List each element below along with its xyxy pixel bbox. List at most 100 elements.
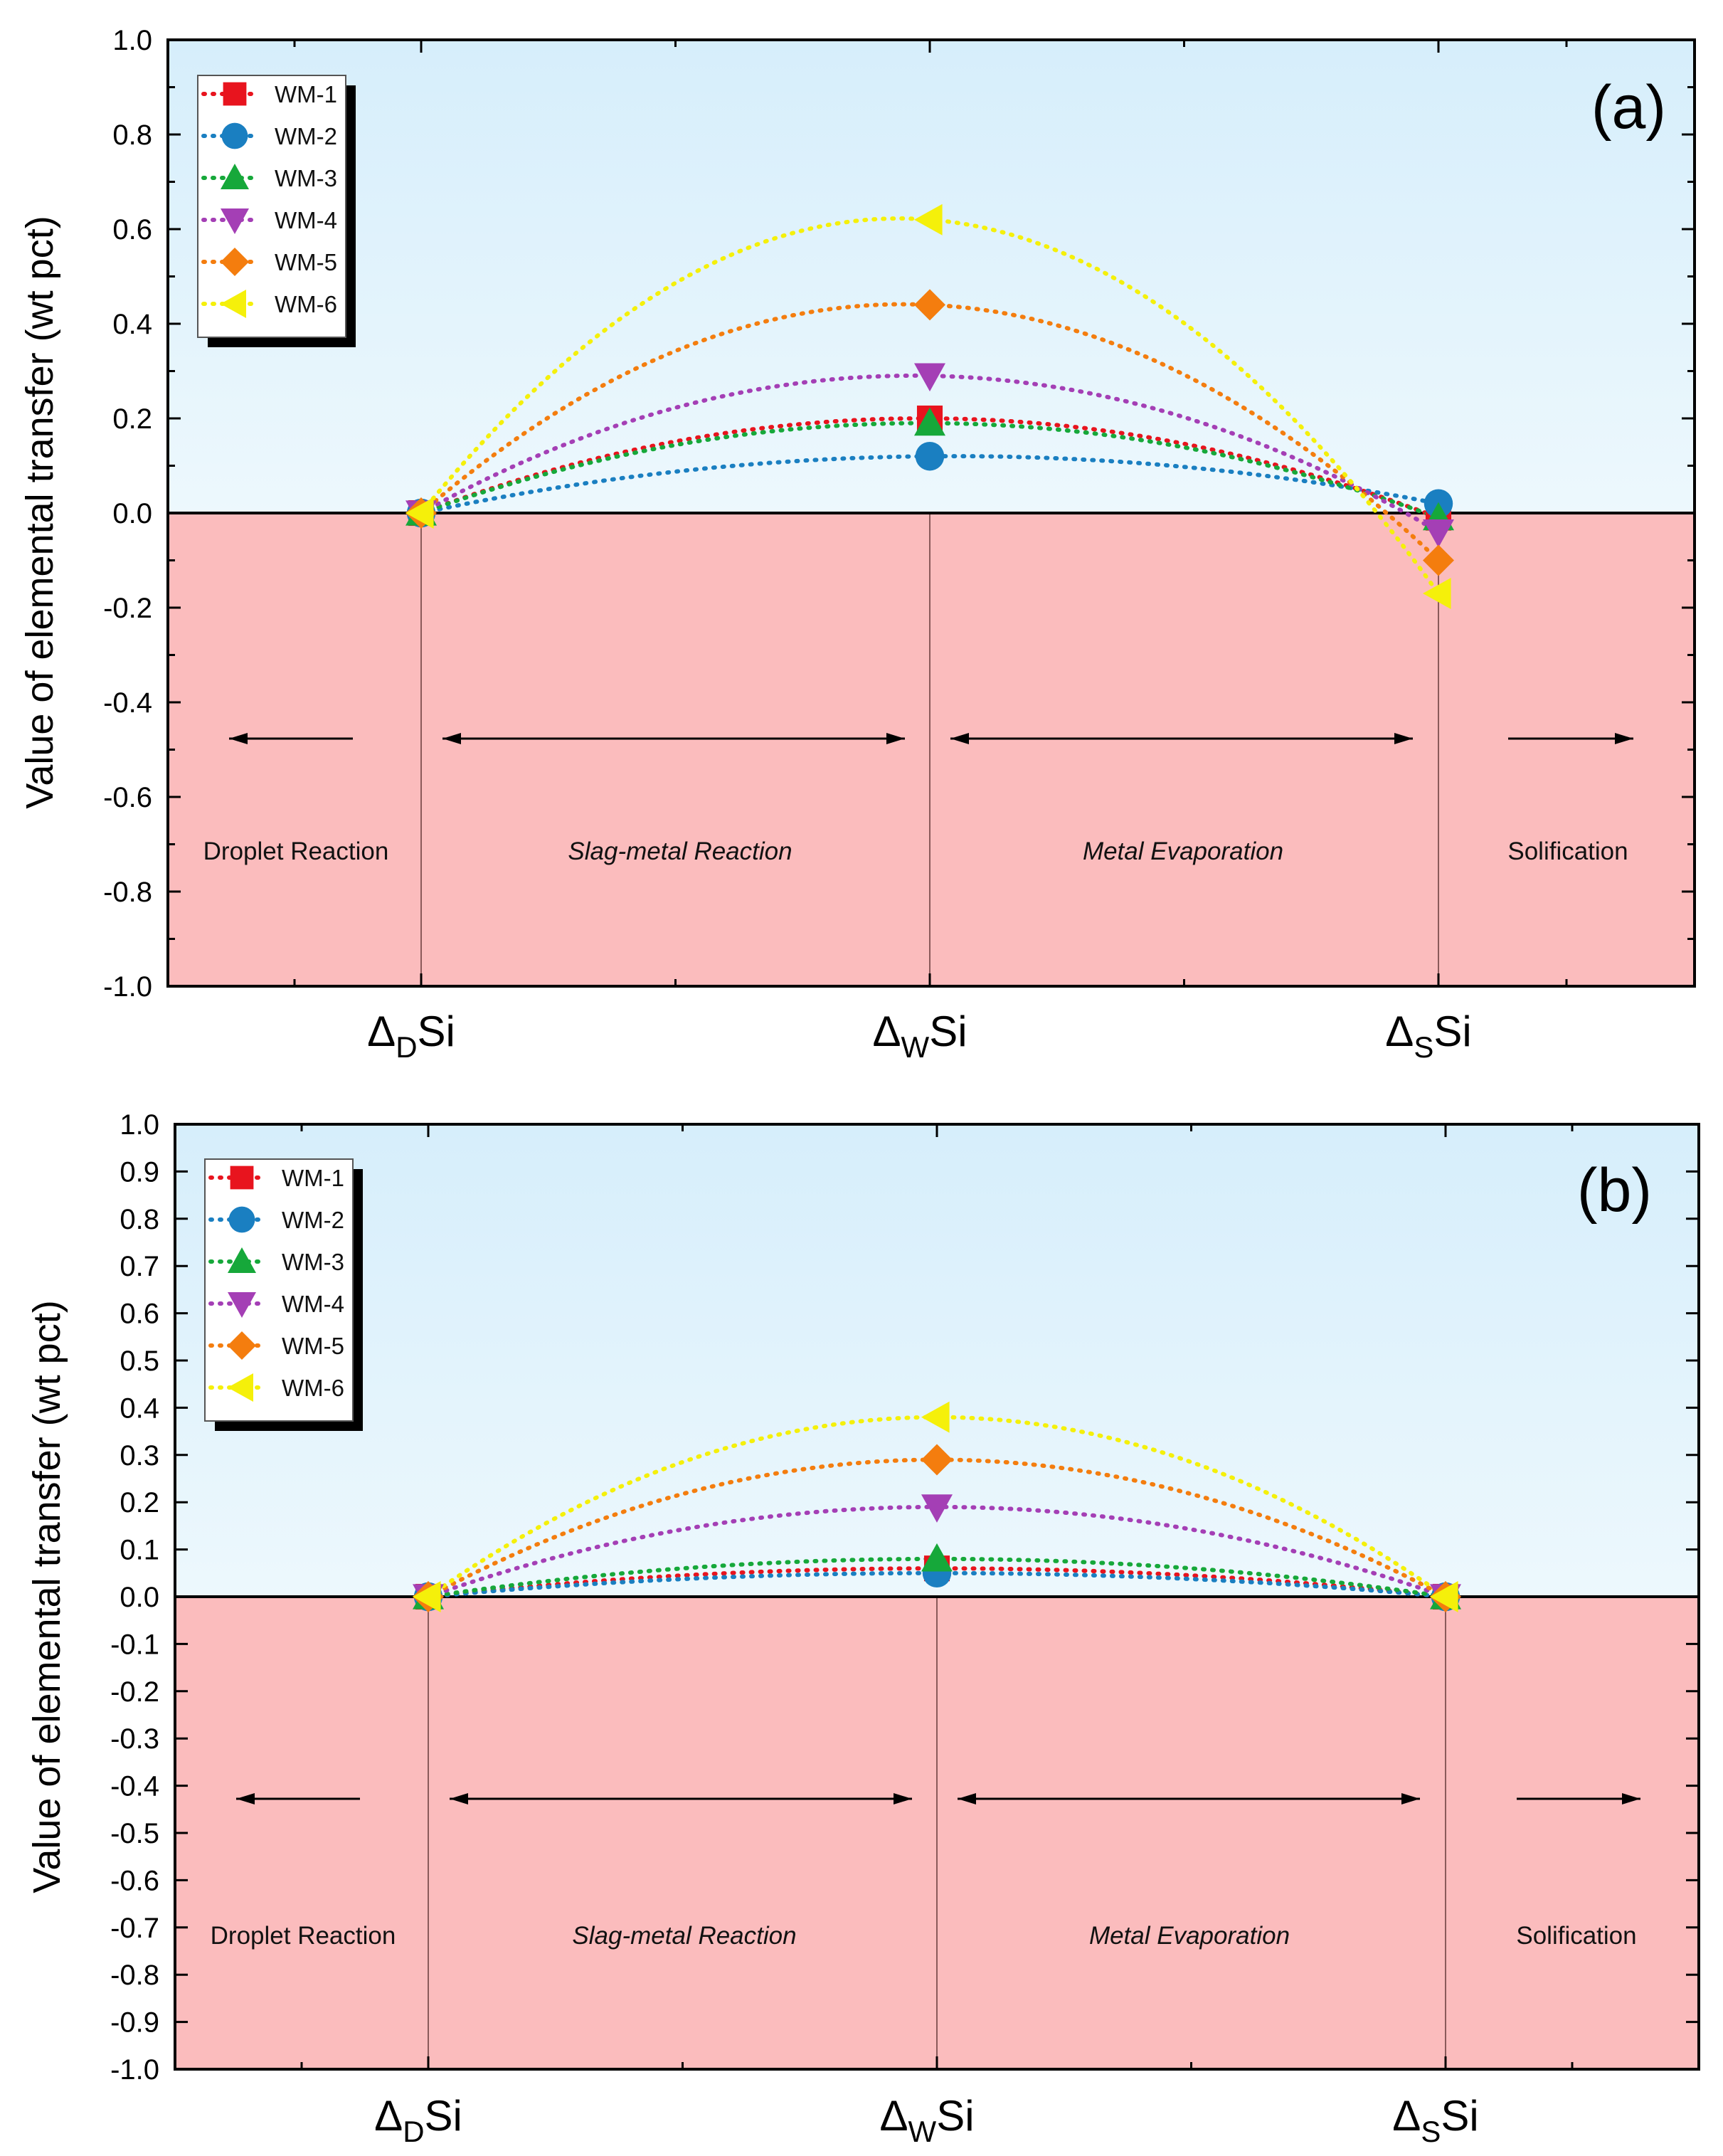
y-tick-label: -0.4	[103, 687, 152, 719]
data-point	[914, 204, 943, 236]
data-point	[1423, 519, 1454, 548]
y-tick-label: 0.7	[120, 1251, 159, 1282]
data-point	[921, 1401, 950, 1433]
x-category-label: ΔSSi	[1385, 1008, 1471, 1064]
legend-label: WM-5	[275, 249, 337, 275]
x-category-label: ΔWSi	[872, 1008, 967, 1064]
y-tick-label: 0.6	[120, 1299, 159, 1330]
y-tick-label: 0.4	[120, 1393, 159, 1424]
y-tick-label: -0.8	[110, 1960, 159, 1991]
x-category-subscript: S	[1414, 1030, 1433, 1064]
legend-label: WM-3	[282, 1249, 344, 1275]
y-tick-label: -0.2	[103, 593, 152, 624]
x-category-tail: Si	[929, 1008, 967, 1055]
region-arrow-head	[236, 1793, 255, 1804]
region-arrow-head	[950, 733, 969, 744]
region-label: Droplet Reaction	[203, 837, 389, 865]
x-category-main: Δ	[1392, 2092, 1421, 2140]
legend-label: WM-2	[282, 1207, 344, 1233]
panel-label: (a)	[1591, 73, 1666, 142]
panel-label: (b)	[1577, 1156, 1652, 1225]
legend-label: WM-4	[282, 1291, 344, 1317]
y-tick-label: -0.6	[110, 1865, 159, 1896]
positive-region-background	[175, 1124, 1699, 1597]
x-category-main: Δ	[879, 2092, 908, 2140]
data-point	[921, 1444, 953, 1476]
region-label: Slag-metal Reaction	[572, 1922, 796, 1950]
legend-label: WM-6	[275, 291, 337, 317]
y-tick-label: 0.8	[120, 1204, 159, 1235]
x-category-subscript: W	[908, 2115, 937, 2148]
y-tick-label: 1.0	[112, 25, 152, 56]
data-point	[405, 497, 434, 529]
x-category-main: Δ	[367, 1008, 396, 1055]
y-axis-title: Value of elemental transfer (wt pct)	[18, 216, 61, 808]
y-tick-label: -0.4	[110, 1771, 159, 1802]
negative-region-background	[168, 513, 1695, 986]
region-label: Droplet Reaction	[211, 1922, 396, 1950]
series-wm-5	[426, 1457, 1448, 1599]
x-category-subscript: D	[403, 2115, 424, 2148]
y-tick-label: -0.7	[110, 1913, 159, 1944]
legend-label: WM-1	[282, 1165, 344, 1191]
region-label: Metal Evaporation	[1083, 837, 1283, 865]
data-point	[914, 407, 945, 436]
y-tick-label: 0.9	[120, 1156, 159, 1188]
legend-box	[197, 75, 346, 338]
region-label: Metal Evaporation	[1089, 1922, 1290, 1950]
series-line	[419, 454, 1441, 515]
legend-marker	[228, 1247, 256, 1273]
y-tick-label: -1.0	[103, 971, 152, 1003]
legend-marker	[230, 1166, 254, 1190]
data-point	[413, 1581, 441, 1612]
region-arrow-head	[442, 733, 461, 744]
data-point	[1430, 1581, 1458, 1612]
series-markers-wm-6	[405, 204, 1451, 610]
x-category-tail: Si	[936, 2092, 974, 2140]
y-tick-label: -0.2	[110, 1676, 159, 1708]
data-point	[1423, 544, 1454, 576]
y-tick-label: 0.5	[120, 1346, 159, 1377]
region-arrow-head	[229, 733, 248, 744]
legend-marker	[221, 164, 249, 189]
x-category-subscript: S	[1421, 2115, 1441, 2148]
legend-marker	[228, 1206, 255, 1233]
region-arrow-head	[1394, 733, 1413, 744]
x-category-label: ΔDSi	[374, 2092, 462, 2148]
x-category-subscript: W	[901, 1030, 930, 1064]
x-category-label: ΔDSi	[367, 1008, 455, 1064]
region-arrow-head	[450, 1793, 468, 1804]
series-wm-4	[419, 373, 1441, 534]
x-category-label: ΔWSi	[879, 2092, 974, 2148]
x-category-main: Δ	[872, 1008, 901, 1055]
data-point	[914, 363, 945, 392]
y-tick-label: 0.0	[112, 498, 152, 529]
legend-label: WM-4	[275, 207, 337, 233]
legend-label: WM-1	[275, 81, 337, 107]
region-label: Solification	[1507, 837, 1628, 865]
y-tick-label: 0.1	[120, 1535, 159, 1566]
legend-label: WM-3	[275, 165, 337, 191]
series-line	[419, 373, 1441, 534]
x-category-tail: Si	[425, 2092, 462, 2140]
x-category-label: ΔSSi	[1392, 2092, 1478, 2148]
y-tick-label: 0.2	[112, 403, 152, 435]
y-tick-label: 0.0	[120, 1582, 159, 1613]
series-markers-wm-6	[413, 1401, 1458, 1612]
data-point	[915, 441, 945, 471]
y-tick-label: -0.1	[110, 1629, 159, 1660]
chart-panel-b: 1.0 0.9 0.8 0.7 0.6 0.5 0.4 0.3 0.2 0.1 0.0 -0.1 -0.…	[26, 1109, 1700, 2148]
series-wm-2	[419, 454, 1441, 515]
y-tick-label: -0.3	[110, 1723, 159, 1755]
legend-marker	[228, 1331, 256, 1360]
legend-marker	[221, 248, 249, 276]
y-tick-label: 0.6	[112, 214, 152, 245]
chart-panel-a: 1.00.80.60.40.20.0-0.2-0.4-0.6-0.8-1.0ΔD…	[18, 25, 1696, 1064]
x-category-main: Δ	[1385, 1008, 1414, 1055]
series-line	[426, 1457, 1448, 1599]
legend-box	[204, 1158, 354, 1422]
y-tick-label: -1.0	[110, 2054, 159, 2086]
y-tick-label: -0.5	[110, 1818, 159, 1849]
data-point	[1423, 578, 1451, 610]
